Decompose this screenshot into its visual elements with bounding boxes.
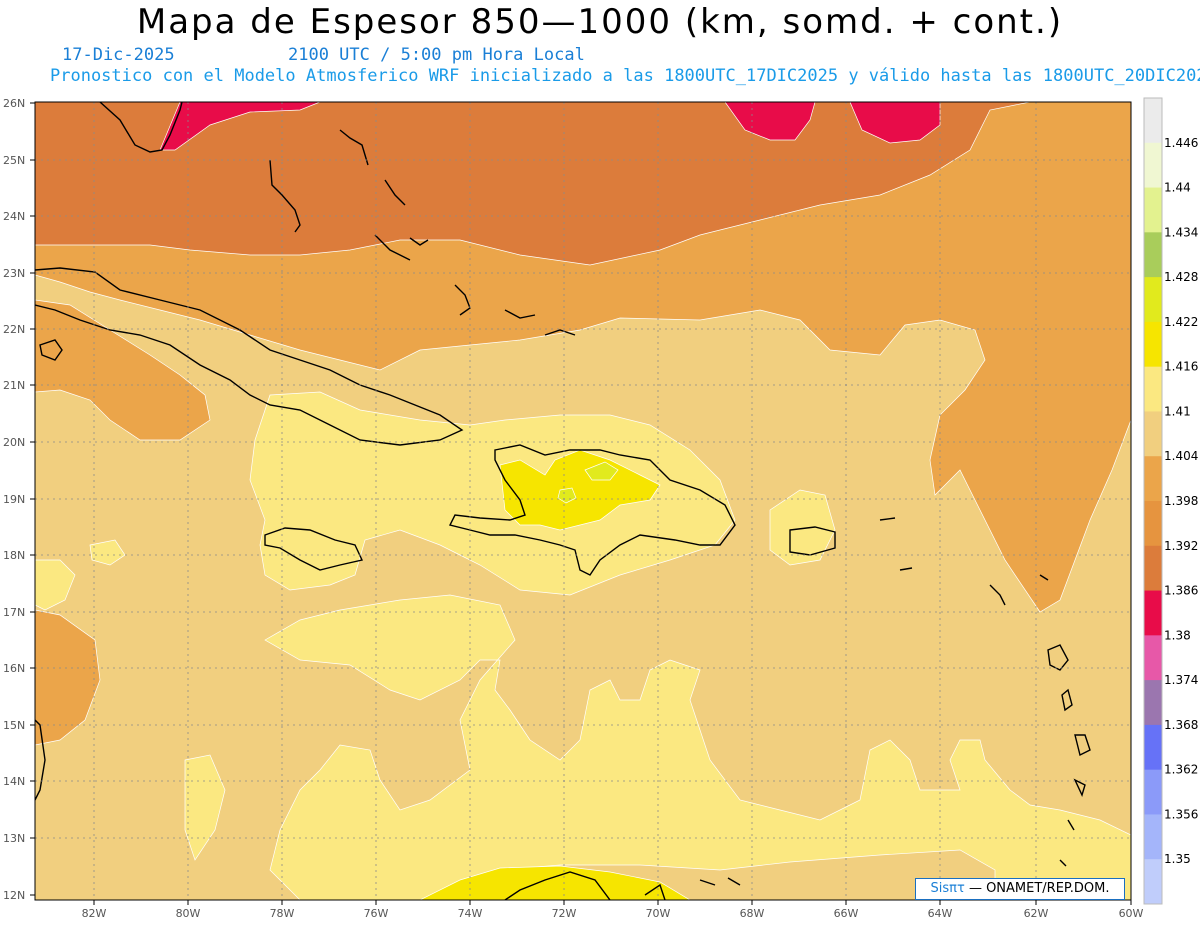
colorbar-label: 1.416 bbox=[1164, 360, 1198, 374]
colorbar-swatch bbox=[1144, 232, 1162, 278]
lon-label-64w: 64W bbox=[928, 907, 953, 920]
lat-label-22n: 22N bbox=[3, 323, 25, 336]
lat-label-19n: 19N bbox=[3, 493, 25, 506]
lat-label-16n: 16N bbox=[3, 662, 25, 675]
plot-frame bbox=[34, 101, 1132, 901]
colorbar-label: 1.38 bbox=[1164, 628, 1191, 642]
colorbar-label: 1.434 bbox=[1164, 225, 1198, 239]
colorbar-swatch bbox=[1144, 769, 1162, 815]
shade-1410-hisp bbox=[249, 391, 736, 596]
lon-label-60w: 60W bbox=[1119, 907, 1144, 920]
lat-label-20n: 20N bbox=[3, 436, 25, 449]
credit-box: Sisπτ — ONAMET/REP.DOM. bbox=[915, 878, 1125, 900]
coastlines bbox=[35, 102, 1091, 900]
lat-label-13n: 13N bbox=[3, 832, 25, 845]
colorbar-label: 1.368 bbox=[1164, 718, 1198, 732]
colorbar-label: 1.398 bbox=[1164, 494, 1198, 508]
shade-1392 bbox=[35, 102, 1131, 266]
lat-label-15n: 15N bbox=[3, 719, 25, 732]
credit-text: — ONAMET/REP.DOM. bbox=[964, 881, 1110, 896]
lat-label-24n: 24N bbox=[3, 210, 25, 223]
lon-labels: 82W 80W 78W 76W 74W 72W 70W 68W 66W 64W … bbox=[82, 907, 1144, 920]
colorbar-swatch bbox=[1144, 859, 1162, 905]
shade-1422-a bbox=[584, 461, 619, 481]
colorbar-swatch bbox=[1144, 366, 1162, 412]
colorbar-swatch bbox=[1144, 456, 1162, 502]
shade-1410-south bbox=[264, 594, 1131, 900]
lon-label-62w: 62W bbox=[1024, 907, 1049, 920]
lon-label-78w: 78W bbox=[270, 907, 295, 920]
lat-label-21n: 21N bbox=[3, 379, 25, 392]
colorbar-label: 1.428 bbox=[1164, 270, 1198, 284]
shade-1398-sw bbox=[35, 609, 101, 746]
shade-1410-west-b bbox=[35, 559, 76, 611]
colorbar-label: 1.422 bbox=[1164, 315, 1198, 329]
colorbar-swatch bbox=[1144, 635, 1162, 681]
colorbar-label: 1.374 bbox=[1164, 673, 1198, 687]
lat-axis bbox=[30, 102, 35, 896]
lat-label-26n: 26N bbox=[3, 97, 25, 110]
map-title: Mapa de Espesor 850—1000 (km, somd. + co… bbox=[136, 2, 1064, 42]
colorbar-swatch bbox=[1144, 321, 1162, 368]
colorbar-swatch bbox=[1144, 411, 1162, 457]
shade-1398-west bbox=[35, 299, 211, 441]
forecast-description: Pronostico con el Modelo Atmosferico WRF… bbox=[50, 66, 1200, 86]
lon-label-82w: 82W bbox=[82, 907, 107, 920]
colorbar: 1.446 1.44 1.434 1.428 1.422 1.416 1.41 1.404 1.… bbox=[1143, 97, 1198, 905]
colorbar-label: 1.404 bbox=[1164, 449, 1198, 463]
colorbar-swatch bbox=[1144, 545, 1162, 592]
colorbar-label: 1.392 bbox=[1164, 539, 1198, 553]
lon-label-70w: 70W bbox=[646, 907, 671, 920]
colorbar-swatch bbox=[1144, 187, 1162, 233]
lat-labels: 26N 25N 24N 23N 22N 21N 20N 19N 18N 17N … bbox=[3, 97, 25, 902]
colorbar-swatch bbox=[1144, 277, 1162, 323]
lat-label-12n: 12N bbox=[3, 889, 25, 902]
colorbar-label: 1.356 bbox=[1164, 807, 1198, 821]
colorbar-swatch bbox=[1144, 98, 1162, 144]
lon-label-74w: 74W bbox=[458, 907, 483, 920]
lon-label-76w: 76W bbox=[364, 907, 389, 920]
colorbar-swatch bbox=[1144, 142, 1162, 189]
colorbar-swatch bbox=[1144, 724, 1162, 771]
lon-label-72w: 72W bbox=[552, 907, 577, 920]
lat-label-17n: 17N bbox=[3, 606, 25, 619]
colorbar-swatch bbox=[1144, 680, 1162, 726]
lon-label-80w: 80W bbox=[176, 907, 201, 920]
lat-label-25n: 25N bbox=[3, 154, 25, 167]
lon-axis bbox=[93, 900, 1132, 905]
colorbar-label: 1.41 bbox=[1164, 404, 1191, 418]
shade-1410-west-c bbox=[89, 539, 126, 566]
colorbar-label: 1.35 bbox=[1164, 852, 1191, 866]
colorbar-label: 1.386 bbox=[1164, 584, 1198, 598]
colorbar-label: 1.362 bbox=[1164, 763, 1198, 777]
credit-brand: Sisπτ bbox=[930, 881, 965, 896]
colorbar-swatch bbox=[1144, 501, 1162, 547]
colorbar-swatch bbox=[1144, 590, 1162, 636]
forecast-time: 2100 UTC / 5:00 pm Hora Local bbox=[288, 45, 585, 65]
shade-1416-south bbox=[419, 865, 691, 900]
lat-label-23n: 23N bbox=[3, 267, 25, 280]
colorbar-frame bbox=[1143, 97, 1163, 905]
shade-1386-b bbox=[724, 102, 816, 141]
lat-label-14n: 14N bbox=[3, 775, 25, 788]
lon-label-66w: 66W bbox=[834, 907, 859, 920]
lat-label-18n: 18N bbox=[3, 549, 25, 562]
colorbar-swatch bbox=[1144, 814, 1162, 860]
colorbar-label: 1.446 bbox=[1164, 136, 1198, 150]
forecast-date: 17-Dic-2025 bbox=[62, 45, 175, 65]
shade-1422-b bbox=[557, 487, 577, 504]
shade-1410-pr bbox=[769, 489, 836, 566]
graticule bbox=[35, 102, 1131, 900]
shade-1386-c bbox=[849, 102, 941, 144]
lon-label-68w: 68W bbox=[740, 907, 765, 920]
colorbar-label: 1.44 bbox=[1164, 181, 1191, 195]
shade-1416-hisp bbox=[499, 449, 661, 531]
